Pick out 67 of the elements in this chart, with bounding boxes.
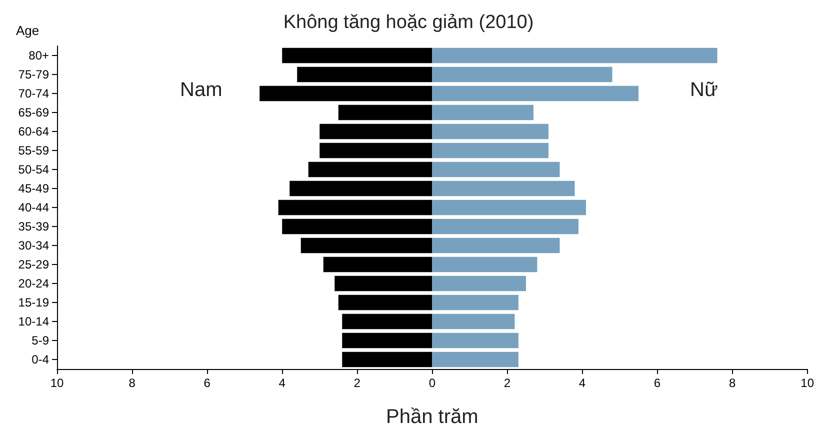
bar	[282, 218, 432, 234]
bar	[432, 256, 538, 272]
x-tick-label: 2	[354, 376, 361, 390]
bar	[342, 352, 432, 368]
bar	[432, 276, 526, 292]
bar	[320, 142, 432, 158]
y-tick-label: 70-74	[18, 86, 50, 100]
bar	[432, 48, 718, 64]
series-label: Nam	[180, 79, 222, 101]
bar	[432, 124, 548, 140]
bar	[334, 276, 432, 292]
bar	[432, 314, 515, 330]
x-axis-title: Phần trăm	[386, 406, 478, 428]
y-tick-label: 20-24	[18, 276, 50, 290]
bar	[282, 48, 432, 64]
y-tick-label: 40-44	[18, 200, 50, 214]
bar	[432, 66, 612, 82]
bar	[432, 86, 639, 102]
bar	[432, 332, 518, 348]
bar	[323, 256, 432, 272]
bar	[260, 86, 432, 102]
bar	[308, 162, 432, 178]
bar	[342, 332, 432, 348]
bar	[342, 314, 432, 330]
x-tick-label: 4	[278, 376, 286, 390]
x-tick-label: 6	[204, 376, 211, 390]
bar	[432, 218, 578, 234]
y-tick-label: 10-14	[18, 314, 50, 328]
y-tick-label: 80+	[28, 48, 49, 62]
x-tick-label: 0	[428, 376, 436, 390]
bar	[432, 352, 518, 368]
chart-title: Không tăng hoặc giảm (2010)	[283, 12, 534, 33]
y-tick-label: 30-34	[18, 238, 50, 252]
x-tick-label: 8	[128, 376, 136, 390]
x-tick-label: 6	[654, 376, 661, 390]
y-axis-title: Age	[16, 23, 40, 38]
x-tick-label: 8	[728, 376, 736, 390]
y-tick-label: 5-9	[32, 334, 50, 348]
bar	[338, 104, 432, 120]
x-tick-label: 10	[800, 376, 814, 390]
y-tick-label: 75-79	[18, 68, 50, 82]
bar	[432, 200, 586, 216]
y-tick-label: 50-54	[18, 162, 50, 176]
x-tick-label: 2	[504, 376, 511, 390]
bar	[278, 200, 432, 216]
y-tick-label: 15-19	[18, 296, 50, 310]
series-label: Nữ	[690, 79, 718, 101]
y-tick-label: 35-39	[18, 220, 50, 234]
bar	[320, 124, 432, 140]
y-tick-label: 65-69	[18, 106, 50, 120]
bar	[338, 294, 432, 310]
bar	[290, 180, 432, 196]
y-tick-label: 45-49	[18, 182, 50, 196]
bar	[300, 238, 432, 254]
y-tick-label: 60-64	[18, 124, 50, 138]
bar	[432, 162, 560, 178]
bar	[432, 294, 518, 310]
bar	[432, 104, 534, 120]
bar	[432, 180, 575, 196]
y-tick-label: 0-4	[32, 352, 50, 366]
x-tick-label: 10	[50, 376, 64, 390]
bar	[432, 238, 560, 254]
bar	[432, 142, 548, 158]
y-tick-label: 25-29	[18, 258, 50, 272]
x-tick-label: 4	[578, 376, 586, 390]
bar	[297, 66, 432, 82]
y-tick-label: 55-59	[18, 144, 50, 158]
